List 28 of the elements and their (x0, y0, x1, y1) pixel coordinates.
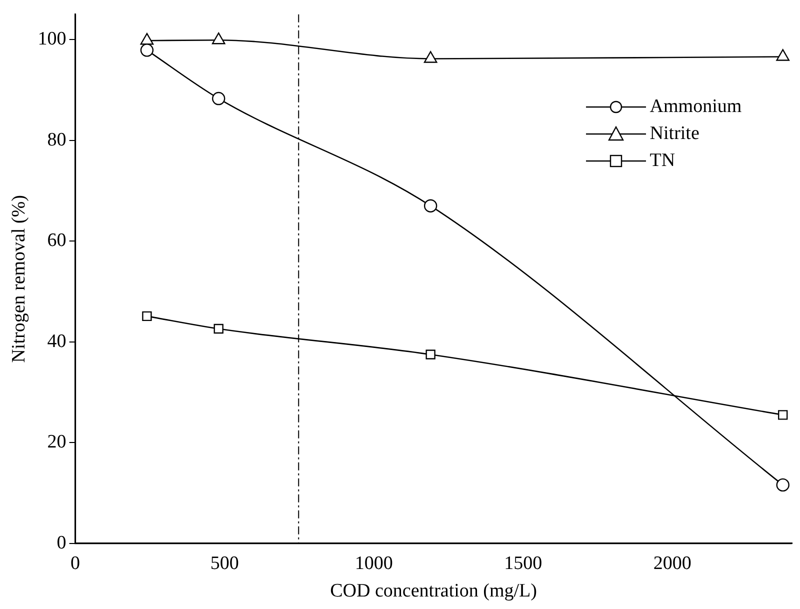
x-tick-label: 2000 (653, 552, 692, 574)
point (212, 92, 226, 106)
point (424, 199, 438, 212)
y-tick-label: 20 (47, 432, 66, 453)
x-tick-label: 0 (70, 552, 80, 574)
y-tick-label: 100 (38, 28, 66, 50)
point (776, 478, 790, 492)
y-tick-label: 60 (47, 230, 66, 252)
legend-label: Nitrite (650, 123, 700, 146)
point (426, 350, 436, 360)
x-axis-title: COD concentration (mg/L) (330, 580, 537, 602)
legend-label: Ammonium (650, 96, 742, 118)
y-tick-label: 0 (56, 532, 66, 554)
point (140, 33, 154, 45)
x-tick-label: 1500 (504, 552, 542, 574)
x-tick-label: 500 (210, 552, 239, 574)
y-tick-label: 80 (47, 129, 66, 150)
y-tick-label: 40 (47, 330, 66, 352)
legend-label: TN (650, 150, 676, 172)
point (214, 324, 224, 334)
y-axis-title: Nitrogen removal (%) (8, 195, 30, 363)
point (778, 410, 788, 420)
point (212, 32, 226, 44)
x-tick-label: 1000 (354, 552, 393, 574)
point (140, 44, 154, 57)
point (776, 49, 790, 61)
point (424, 51, 438, 63)
point (142, 311, 152, 322)
